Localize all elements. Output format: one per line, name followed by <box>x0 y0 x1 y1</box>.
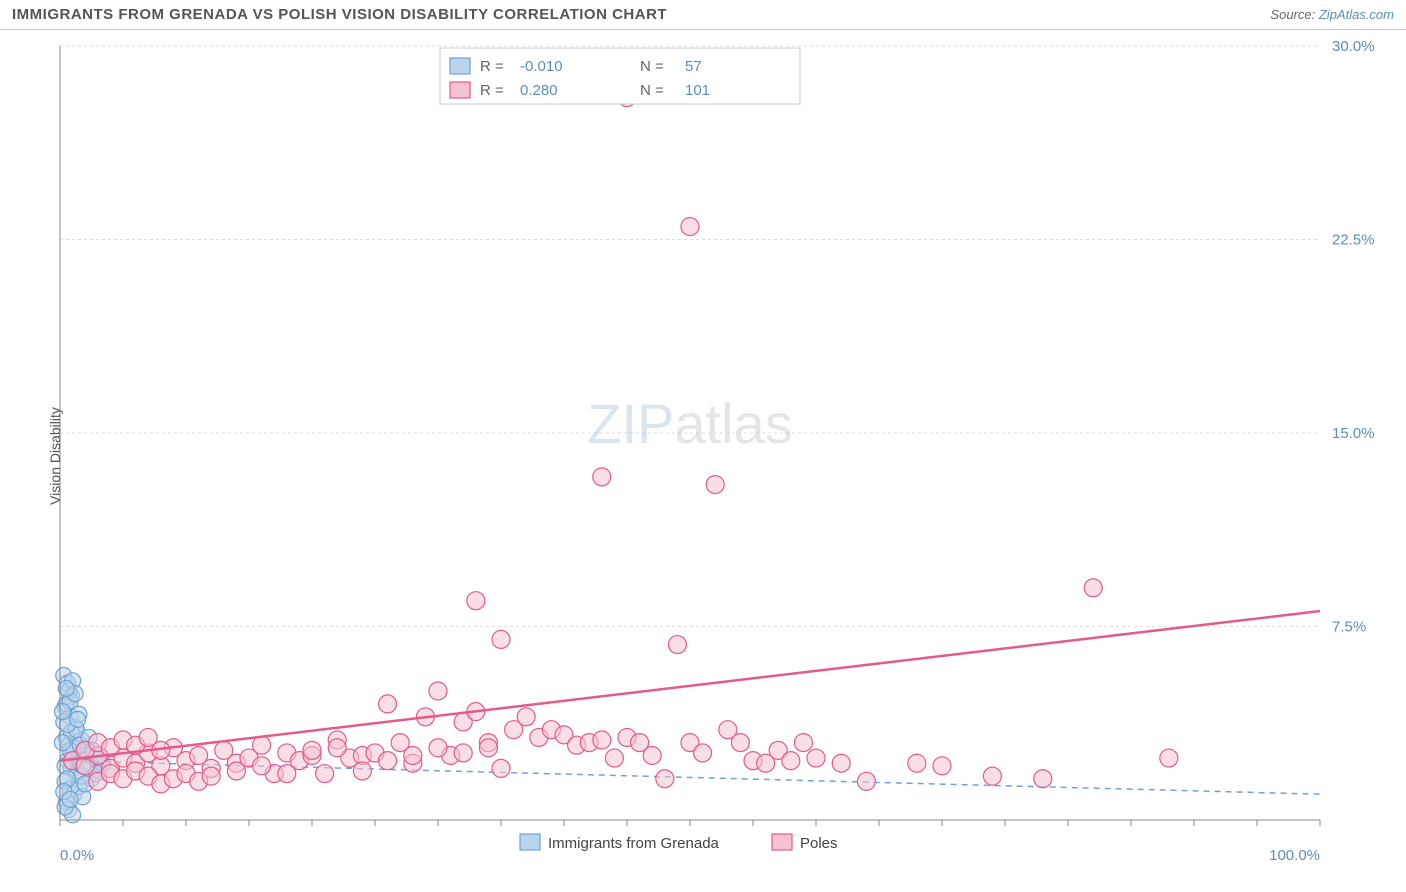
data-point <box>857 772 875 790</box>
legend-label: Immigrants from Grenada <box>548 835 720 852</box>
chart-area: Vision Disability 7.5% 15.0% 22.5% 30.0% ZIP… <box>0 30 1406 882</box>
data-point <box>1084 579 1102 597</box>
data-point <box>227 762 245 780</box>
data-point <box>492 630 510 648</box>
svg-text:30.0%: 30.0% <box>1332 38 1375 55</box>
data-point <box>694 744 712 762</box>
data-point <box>731 734 749 752</box>
data-point <box>706 476 724 494</box>
data-point <box>253 736 271 754</box>
data-point <box>55 735 71 751</box>
series-legend: Immigrants from Grenada Poles <box>520 834 838 852</box>
data-point <box>933 757 951 775</box>
data-point <box>379 752 397 770</box>
y-axis-label: Vision Disability <box>47 407 63 505</box>
data-point <box>1034 770 1052 788</box>
svg-text:57: 57 <box>685 58 702 75</box>
source-attribution: Source: ZipAtlas.com <box>1270 7 1394 22</box>
data-point <box>1160 749 1178 767</box>
legend-swatch <box>772 834 792 850</box>
source-label: Source: <box>1270 7 1315 22</box>
data-point <box>782 752 800 770</box>
svg-text:100.0%: 100.0% <box>1269 847 1320 864</box>
svg-text:0.0%: 0.0% <box>60 847 94 864</box>
data-point <box>454 744 472 762</box>
legend-swatch <box>450 58 470 74</box>
data-point <box>668 636 686 654</box>
data-point <box>593 731 611 749</box>
data-point <box>70 711 86 727</box>
svg-text:N =: N = <box>640 82 664 99</box>
svg-text:22.5%: 22.5% <box>1332 232 1375 249</box>
data-point <box>55 704 71 720</box>
data-point <box>807 749 825 767</box>
svg-text:ZIPatlas: ZIPatlas <box>587 392 792 455</box>
svg-text:15.0%: 15.0% <box>1332 425 1375 442</box>
data-point <box>983 767 1001 785</box>
data-point <box>379 695 397 713</box>
data-point <box>492 759 510 777</box>
data-point <box>316 765 334 783</box>
data-point <box>328 739 346 757</box>
svg-text:R =: R = <box>480 82 504 99</box>
svg-text:-0.010: -0.010 <box>520 58 563 75</box>
data-point <box>479 739 497 757</box>
data-point <box>62 791 78 807</box>
data-point <box>605 749 623 767</box>
svg-text:N =: N = <box>640 58 664 75</box>
scatter-chart-svg: 7.5% 15.0% 22.5% 30.0% ZIPatlas 0.0% 100.0% R =… <box>0 30 1406 882</box>
data-point <box>429 739 447 757</box>
svg-text:101: 101 <box>685 82 710 99</box>
data-point <box>202 767 220 785</box>
correlation-legend: R = -0.010 N = 57 R = 0.280 N = 101 <box>440 48 800 104</box>
svg-text:7.5%: 7.5% <box>1332 619 1366 636</box>
legend-swatch <box>450 82 470 98</box>
data-point <box>517 708 535 726</box>
data-point <box>303 741 321 759</box>
title-bar: IMMIGRANTS FROM GRENADA VS POLISH VISION… <box>0 0 1406 30</box>
legend-label: Poles <box>800 835 838 852</box>
data-point <box>253 757 271 775</box>
data-point <box>278 765 296 783</box>
legend-swatch <box>520 834 540 850</box>
svg-text:R =: R = <box>480 58 504 75</box>
data-point <box>58 680 74 696</box>
data-point <box>467 592 485 610</box>
data-point <box>794 734 812 752</box>
data-point <box>593 468 611 486</box>
data-point <box>643 747 661 765</box>
data-point <box>681 218 699 236</box>
chart-title: IMMIGRANTS FROM GRENADA VS POLISH VISION… <box>12 6 667 23</box>
data-point <box>832 754 850 772</box>
data-point <box>353 762 371 780</box>
data-point <box>429 682 447 700</box>
source-link[interactable]: ZipAtlas.com <box>1319 7 1394 22</box>
svg-text:0.280: 0.280 <box>520 82 558 99</box>
data-point <box>908 754 926 772</box>
data-point <box>656 770 674 788</box>
data-point <box>404 747 422 765</box>
